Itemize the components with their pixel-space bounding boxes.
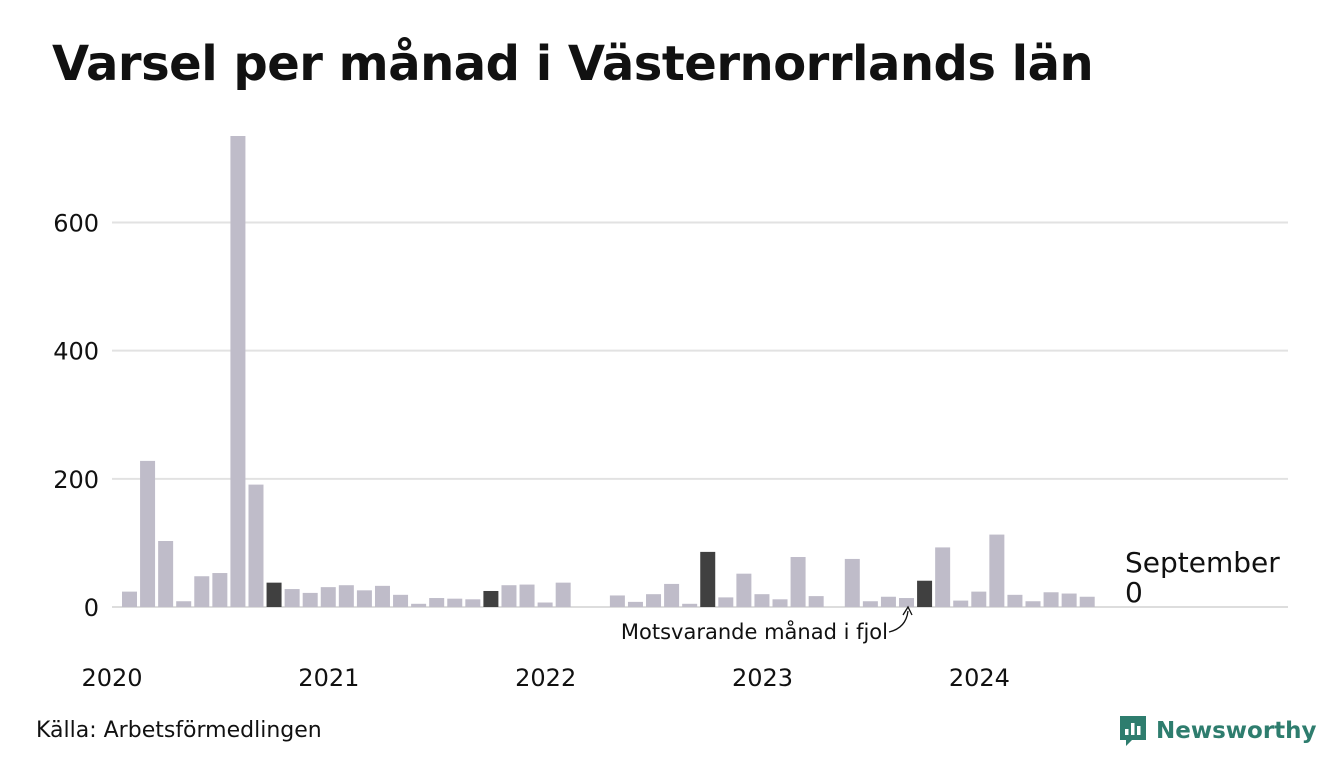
bar	[862, 601, 878, 607]
x-tick-labels: 2020 2021 2022 2023 2024	[81, 664, 1009, 692]
y-tick-label: 400	[53, 338, 99, 366]
bar	[356, 590, 372, 607]
bar	[971, 591, 987, 607]
bar	[718, 597, 734, 607]
latest-value-label: 0	[1125, 576, 1143, 609]
bar	[989, 534, 1005, 607]
bar	[772, 599, 788, 607]
source-label: Källa: Arbetsförmedlingen	[36, 718, 322, 743]
bar	[555, 582, 571, 607]
newsworthy-logo-icon	[1120, 716, 1146, 746]
x-tick-label: 2021	[298, 664, 359, 692]
bar	[1061, 593, 1077, 607]
bar	[736, 573, 752, 607]
gridlines	[112, 221, 1288, 608]
y-tick-labels: 0 200 400 600	[53, 210, 99, 622]
bar	[158, 540, 174, 607]
bar	[465, 599, 481, 607]
bar	[537, 602, 553, 607]
y-tick-label: 200	[53, 466, 99, 494]
bar	[1079, 596, 1095, 607]
bar	[176, 601, 192, 607]
bar	[844, 558, 860, 607]
bar	[790, 557, 806, 607]
bar	[266, 582, 282, 607]
bar	[917, 580, 933, 607]
bar	[1043, 592, 1059, 607]
bar	[501, 585, 517, 607]
bar	[284, 589, 300, 607]
annotation-arrow	[888, 610, 909, 633]
bar	[664, 583, 680, 607]
bar	[1025, 601, 1041, 607]
bar	[212, 573, 228, 607]
bar	[646, 594, 662, 607]
x-tick-label: 2020	[81, 664, 142, 692]
bar	[122, 591, 137, 607]
x-tick-label: 2023	[732, 664, 793, 692]
bar	[808, 596, 824, 607]
y-tick-label: 600	[53, 210, 99, 238]
x-tick-label: 2022	[515, 664, 576, 692]
newsworthy-logo[interactable]: Newsworthy	[1118, 714, 1317, 748]
bar	[682, 603, 698, 607]
bar	[483, 590, 499, 607]
bar	[447, 598, 463, 607]
bar	[609, 595, 625, 607]
bar	[1007, 594, 1023, 607]
bar	[248, 484, 264, 607]
bar	[194, 576, 210, 607]
annotation-arrowhead	[902, 605, 913, 616]
bar	[429, 598, 445, 607]
y-tick-label: 0	[84, 594, 99, 622]
bar	[393, 594, 409, 607]
latest-month-label: September	[1125, 546, 1280, 579]
bar	[700, 551, 716, 607]
annotation-label: Motsvarande månad i fjol	[621, 619, 888, 644]
bar	[411, 603, 427, 607]
bars	[122, 136, 1095, 607]
bar	[140, 460, 156, 607]
bar	[230, 136, 246, 607]
bar	[880, 596, 896, 607]
bar	[338, 585, 354, 607]
bar	[627, 601, 643, 607]
bar	[935, 547, 951, 607]
bar	[899, 598, 915, 607]
chart-title: Varsel per månad i Västernorrlands län	[52, 36, 1094, 92]
brand-name: Newsworthy	[1156, 718, 1317, 744]
bar	[320, 587, 336, 607]
bar	[754, 594, 770, 607]
bar	[519, 584, 535, 607]
bar	[953, 600, 969, 607]
x-tick-label: 2024	[949, 664, 1010, 692]
bar	[374, 585, 390, 607]
bar	[302, 592, 318, 607]
